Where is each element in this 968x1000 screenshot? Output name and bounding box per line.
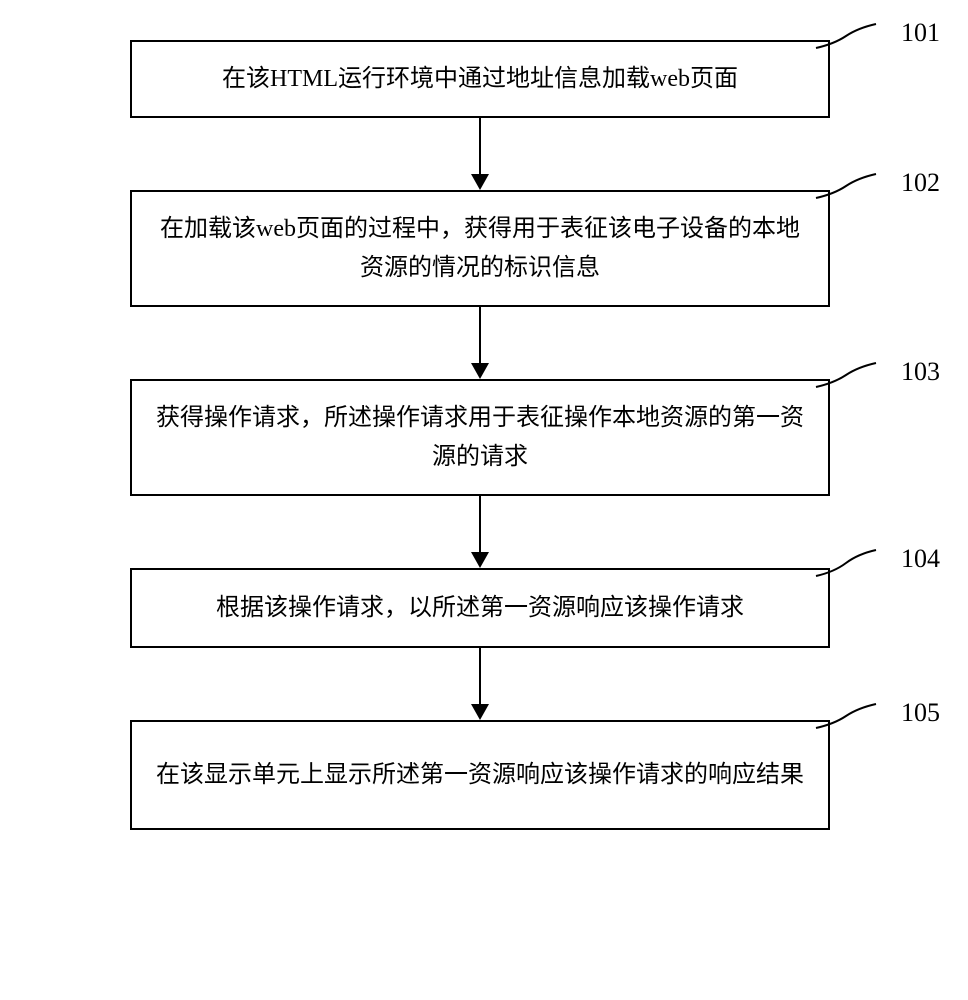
connector-line — [479, 118, 481, 174]
step-text: 在该HTML运行环境中通过地址信息加载web页面 — [222, 60, 738, 98]
step-box-101: 在该HTML运行环境中通过地址信息加载web页面101 — [130, 40, 830, 118]
arrow-head-icon — [471, 174, 489, 190]
step-101: 在该HTML运行环境中通过地址信息加载web页面101 — [80, 40, 880, 190]
step-label-104: 104 — [901, 538, 940, 580]
step-102: 在加载该web页面的过程中，获得用于表征该电子设备的本地资源的情况的标识信息10… — [80, 190, 880, 379]
step-label-103: 103 — [901, 351, 940, 393]
connector-line — [479, 496, 481, 552]
connector-line — [479, 307, 481, 363]
step-text: 在加载该web页面的过程中，获得用于表征该电子设备的本地资源的情况的标识信息 — [156, 210, 804, 287]
step-105: 在该显示单元上显示所述第一资源响应该操作请求的响应结果105 — [80, 720, 880, 830]
lead-line — [816, 18, 896, 58]
step-104: 根据该操作请求，以所述第一资源响应该操作请求104 — [80, 568, 880, 720]
step-text: 获得操作请求，所述操作请求用于表征操作本地资源的第一资源的请求 — [156, 399, 804, 476]
arrow-head-icon — [471, 704, 489, 720]
step-label-101: 101 — [901, 12, 940, 54]
step-label-105: 105 — [901, 692, 940, 734]
connector-line — [479, 648, 481, 704]
step-box-103: 获得操作请求，所述操作请求用于表征操作本地资源的第一资源的请求103 — [130, 379, 830, 496]
arrow-head-icon — [471, 363, 489, 379]
flowchart-container: 在该HTML运行环境中通过地址信息加载web页面101 在加载该web页面的过程中… — [80, 40, 880, 830]
step-label-102: 102 — [901, 162, 940, 204]
arrow-head-icon — [471, 552, 489, 568]
step-103: 获得操作请求，所述操作请求用于表征操作本地资源的第一资源的请求103 — [80, 379, 880, 568]
step-box-104: 根据该操作请求，以所述第一资源响应该操作请求104 — [130, 568, 830, 648]
step-text: 在该显示单元上显示所述第一资源响应该操作请求的响应结果 — [156, 756, 804, 794]
step-box-102: 在加载该web页面的过程中，获得用于表征该电子设备的本地资源的情况的标识信息10… — [130, 190, 830, 307]
step-text: 根据该操作请求，以所述第一资源响应该操作请求 — [216, 589, 744, 627]
step-box-105: 在该显示单元上显示所述第一资源响应该操作请求的响应结果105 — [130, 720, 830, 830]
